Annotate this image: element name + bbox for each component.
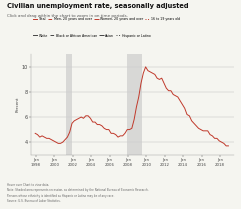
Text: Click and drag within the chart to zoom in on time periods.: Click and drag within the chart to zoom …	[7, 14, 128, 18]
Y-axis label: Percent: Percent	[15, 97, 20, 112]
Bar	[127, 54, 142, 155]
Legend: White, Black or African American, Asian, Hispanic or Latino: White, Black or African American, Asian,…	[31, 32, 152, 39]
Text: Civilian unemployment rate, seasonally adjusted: Civilian unemployment rate, seasonally a…	[7, 3, 189, 9]
Bar	[66, 54, 72, 155]
Text: Hover over Chart to view data.
Note: Shaded area represents recession, as determ: Hover over Chart to view data. Note: Sha…	[7, 183, 149, 203]
